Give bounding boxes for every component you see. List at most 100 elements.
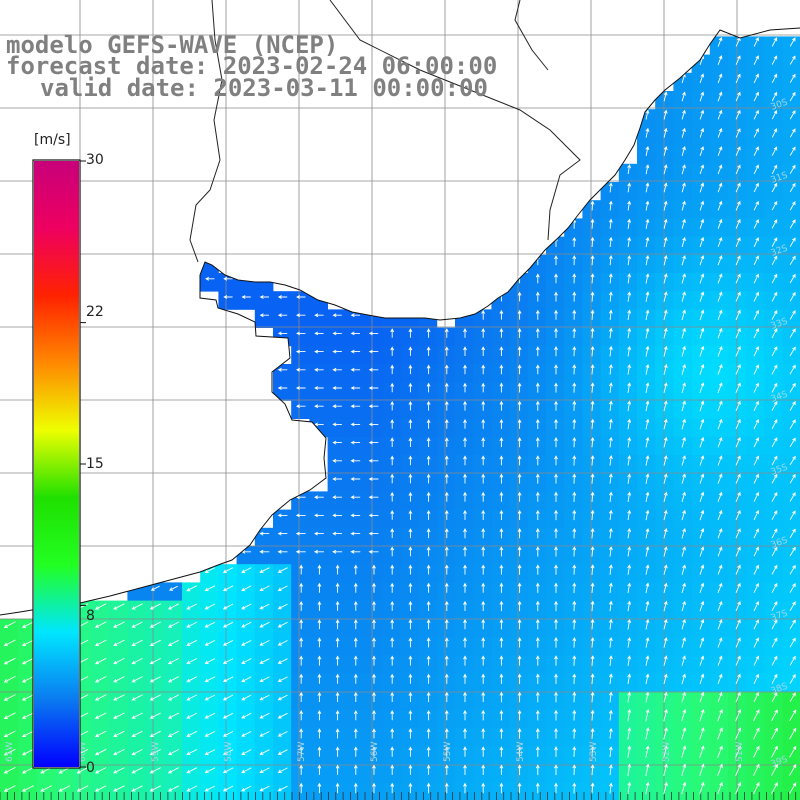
speed-cell: [400, 637, 419, 656]
wind-arrow: [204, 749, 216, 755]
speed-cell: [145, 764, 165, 783]
speed-cell: [564, 418, 583, 438]
wind-arrow: [94, 712, 107, 719]
wind-arrow: [167, 730, 180, 737]
wind-arrow: [499, 491, 504, 502]
speed-cell: [564, 637, 583, 656]
speed-cell: [345, 473, 365, 492]
wind-arrow: [481, 491, 486, 502]
wind-arrow: [3, 657, 16, 665]
wind-arrow: [113, 621, 125, 628]
wind-arrow: [517, 746, 522, 757]
speed-cell: [782, 91, 800, 110]
wind-arrow: [481, 746, 486, 757]
wind-arrow: [789, 528, 796, 539]
wind-arrow: [627, 491, 632, 502]
wind-arrow: [771, 655, 778, 666]
wind-arrow: [277, 712, 288, 719]
wind-arrow: [663, 127, 668, 138]
speed-cell: [18, 618, 37, 638]
wind-arrow: [663, 218, 668, 229]
speed-cell: [327, 564, 347, 583]
wind-arrow: [608, 782, 613, 794]
speed-cell: [91, 746, 110, 765]
speed-cell: [236, 782, 256, 800]
wind-arrow: [463, 746, 467, 757]
wind-arrow: [463, 728, 467, 739]
wind-arrow: [663, 491, 668, 503]
wind-arrow: [481, 600, 486, 611]
wind-arrow: [426, 619, 431, 630]
speed-cell: [382, 546, 401, 565]
wind-arrow: [444, 564, 449, 575]
speed-cell: [309, 728, 328, 747]
wind-arrow: [21, 621, 34, 628]
speed-cell: [364, 655, 383, 674]
wind-arrow: [681, 436, 686, 448]
wind-arrow: [645, 363, 650, 375]
speed-cell: [327, 746, 347, 765]
wind-arrow: [735, 255, 741, 266]
speed-cell: [527, 273, 547, 292]
wind-arrow: [608, 273, 613, 284]
speed-cell: [273, 546, 292, 565]
wind-arrow: [572, 273, 577, 284]
speed-cell: [109, 746, 128, 765]
speed-cell: [491, 473, 510, 492]
wind-arrow: [368, 404, 379, 409]
speed-cell: [400, 600, 419, 620]
wind-arrow: [350, 349, 361, 354]
speed-cell: [163, 655, 183, 674]
wind-arrow: [645, 546, 650, 557]
speed-cell: [382, 582, 401, 601]
speed-cell: [527, 509, 547, 529]
wind-arrow: [753, 782, 760, 795]
speed-cell: [364, 546, 383, 565]
wind-arrow: [204, 585, 216, 592]
wind-arrow: [771, 91, 778, 102]
speed-cell: [491, 345, 510, 365]
wind-arrow: [426, 600, 431, 611]
wind-arrow: [681, 127, 686, 138]
wind-arrow: [372, 710, 376, 721]
speed-cell: [455, 673, 474, 692]
wind-arrow: [590, 618, 595, 630]
wind-arrow: [317, 600, 322, 611]
wind-arrow: [753, 763, 760, 776]
wind-arrow: [735, 637, 741, 648]
wind-arrow: [517, 637, 522, 648]
speed-cell: [709, 655, 729, 674]
wind-arrow: [699, 691, 705, 703]
speed-cell: [564, 400, 583, 419]
border-line: [189, 0, 223, 263]
wind-arrow: [21, 694, 34, 701]
wind-arrow: [717, 546, 723, 557]
wind-arrow: [444, 637, 449, 648]
wind-arrow: [627, 309, 632, 321]
wind-arrow: [408, 528, 413, 539]
speed-cell: [564, 582, 583, 601]
speed-cell: [327, 582, 347, 601]
wind-arrow: [771, 400, 778, 411]
wind-arrow: [645, 146, 650, 156]
speed-cell: [473, 327, 492, 347]
wind-arrow: [572, 382, 577, 393]
speed-cell: [273, 291, 292, 310]
speed-cell: [746, 709, 765, 729]
wind-arrow: [735, 164, 741, 175]
wind-arrow: [627, 436, 632, 448]
speed-cell: [327, 345, 347, 365]
speed-cell: [764, 491, 783, 510]
wind-arrow: [572, 473, 577, 484]
wind-arrow: [627, 218, 632, 229]
speed-cell: [327, 709, 347, 729]
wind-arrow: [663, 327, 668, 339]
speed-cell: [564, 527, 583, 547]
wind-arrow: [645, 382, 650, 393]
wind-arrow: [735, 727, 742, 740]
wind-arrow: [499, 782, 504, 794]
wind-arrow: [277, 295, 288, 299]
speed-cell: [764, 436, 783, 456]
wind-arrow: [332, 331, 342, 336]
